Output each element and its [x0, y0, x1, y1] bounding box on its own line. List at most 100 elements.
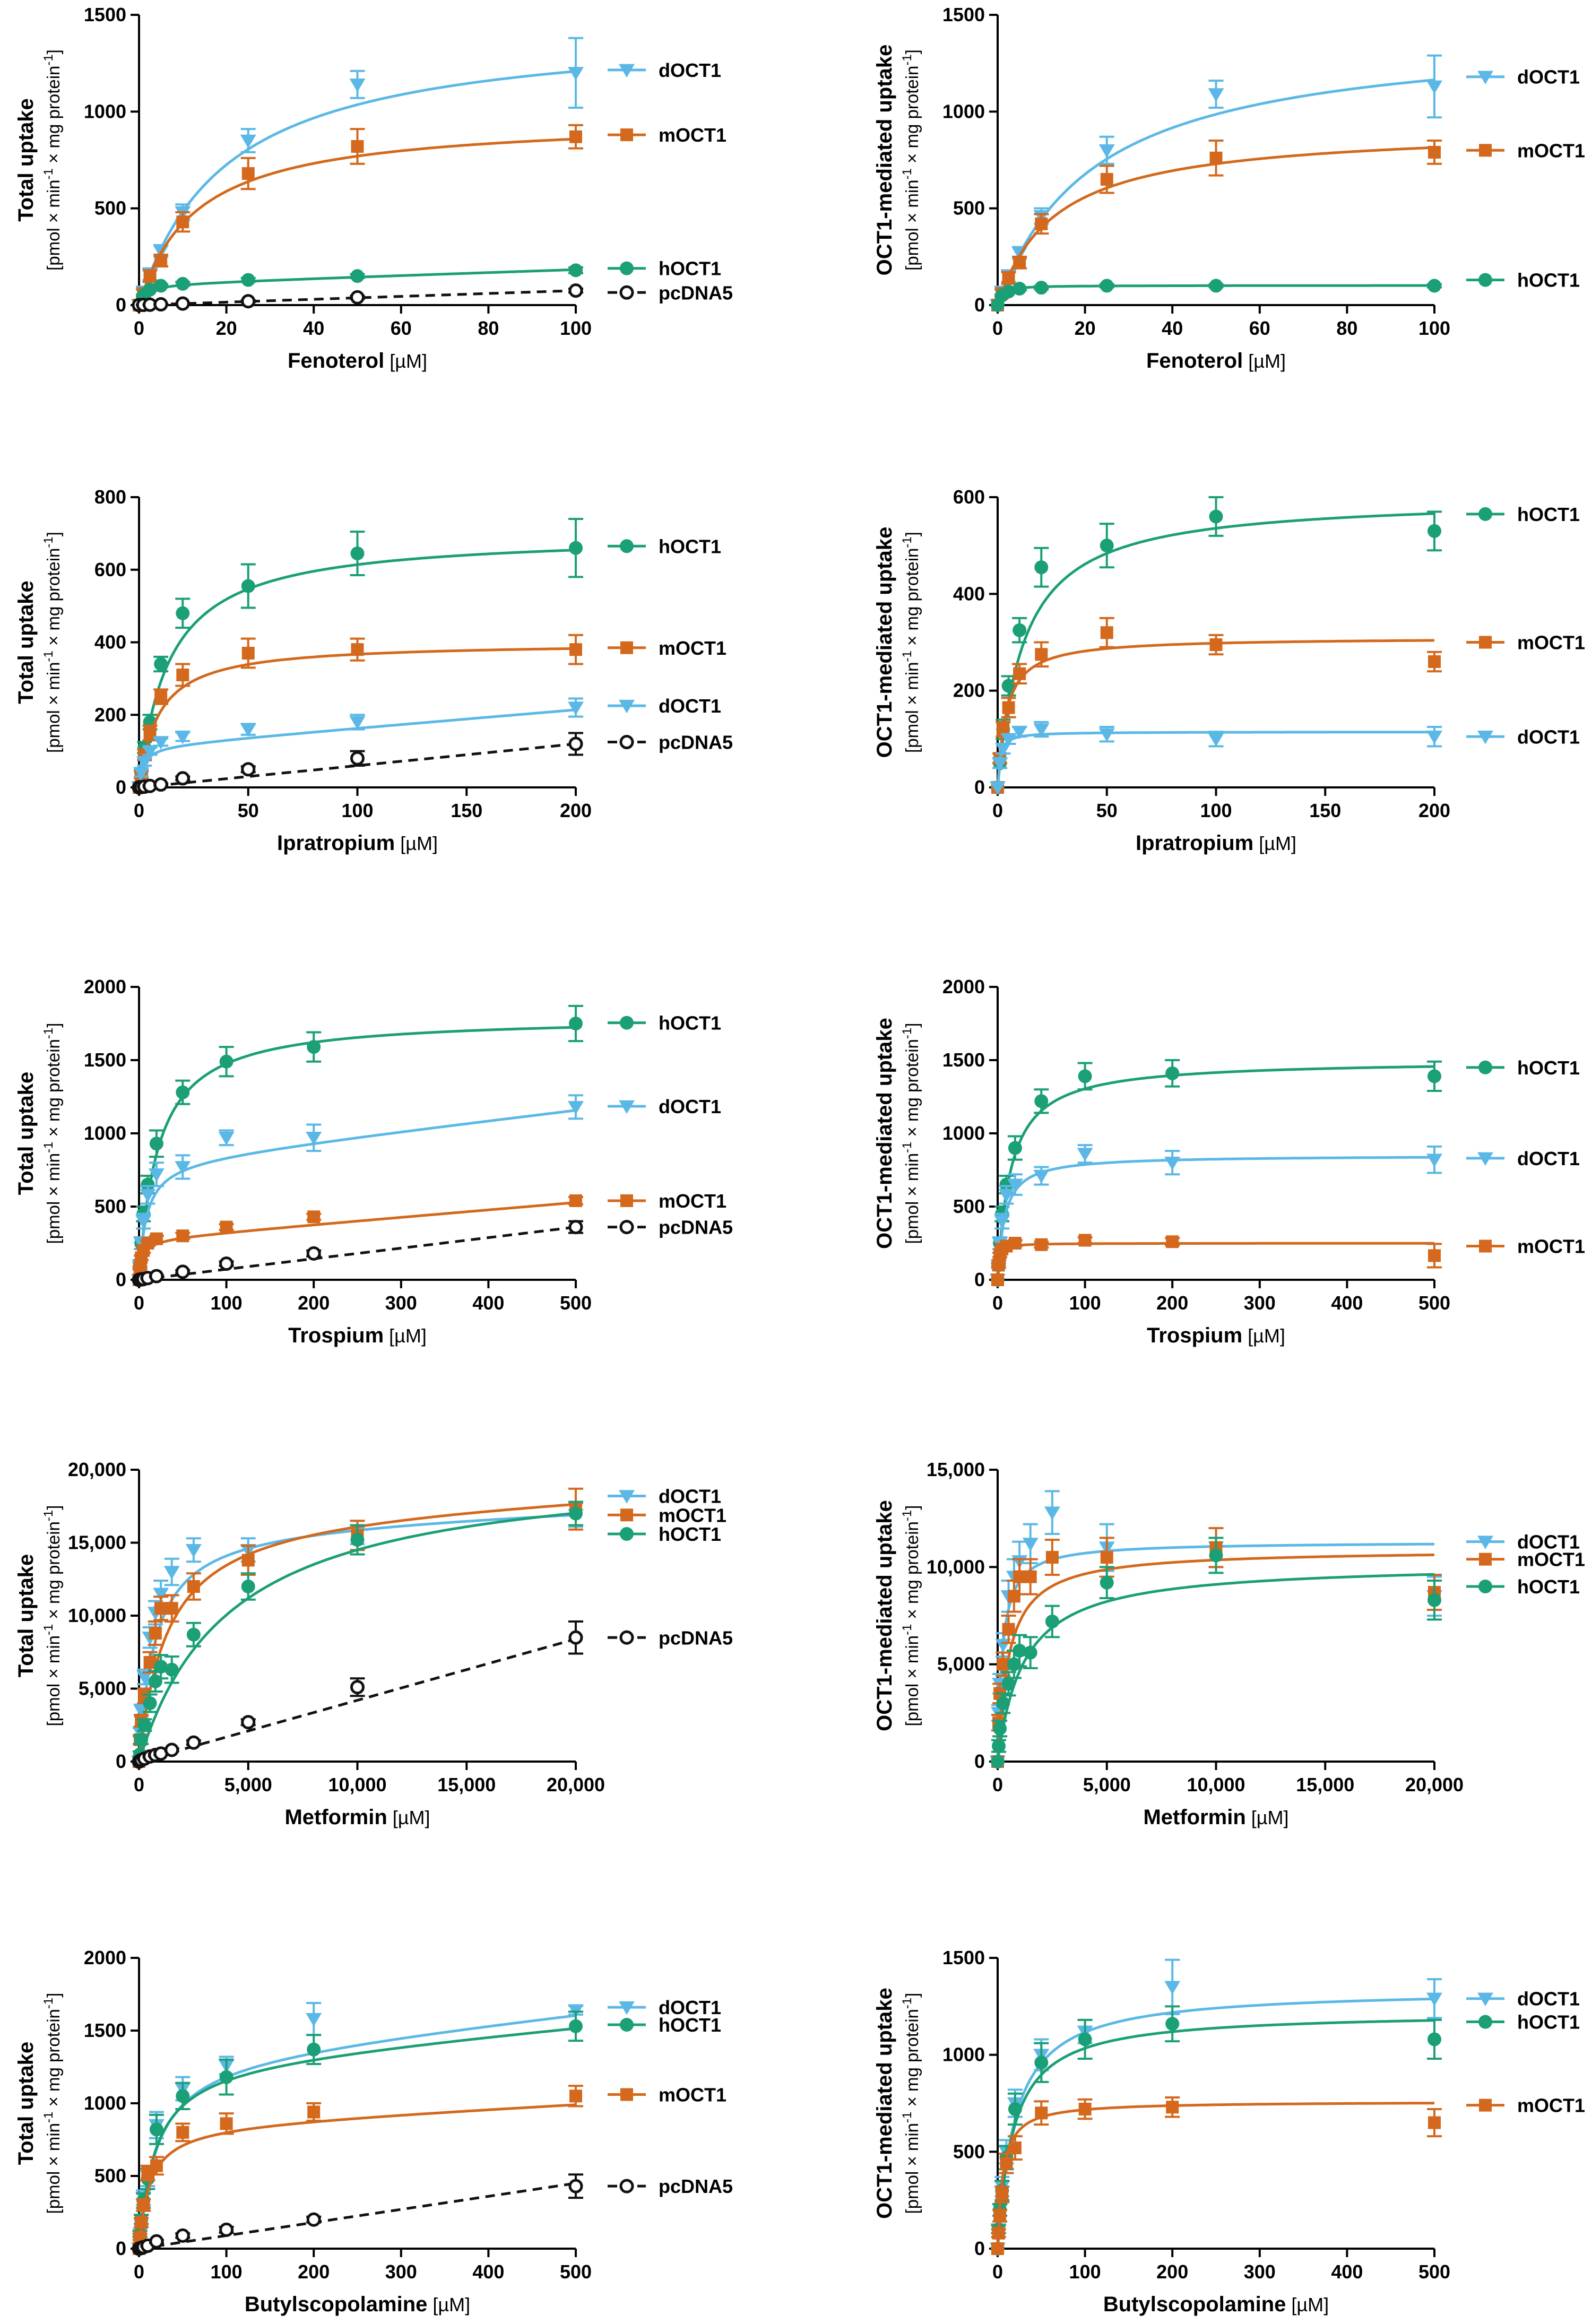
data-point-hOCT1: [241, 273, 255, 287]
data-point-mOCT1: [1035, 2106, 1048, 2120]
data-point-mOCT1: [569, 2089, 582, 2103]
legend-marker: [620, 128, 633, 142]
legend-entry-mOCT1: mOCT1: [1466, 140, 1585, 161]
legend-entry-pcDNA5: pcDNA5: [608, 1627, 733, 1649]
fit-curve-dOCT1: [996, 79, 1435, 306]
legend-entry-mOCT1: mOCT1: [1466, 1236, 1585, 1258]
y-axis-label: OCT1-mediated uptake: [873, 1018, 896, 1249]
data-point-hOCT1: [1209, 1548, 1223, 1563]
x-axis-title: Butylscopolamine: [1103, 2293, 1286, 2316]
data-point-dOCT1: [1033, 723, 1050, 737]
data-point-hOCT1: [176, 276, 190, 291]
series-dOCT1: [990, 54, 1442, 313]
x-axis-unit: [µM]: [384, 1325, 427, 1347]
x-axis-title: Metformin: [284, 1806, 387, 1829]
legend-entry-mOCT1: mOCT1: [608, 637, 726, 659]
x-tick-label: 150: [1309, 800, 1341, 821]
data-point-hOCT1: [1045, 1615, 1059, 1628]
data-point-hOCT1: [1427, 1069, 1441, 1083]
y-tick-label: 500: [94, 197, 126, 219]
legend-label: mOCT1: [1517, 632, 1585, 654]
data-point-mOCT1: [1166, 2101, 1179, 2114]
legend-marker: [620, 1508, 633, 1522]
y-tick-label: 0: [116, 1269, 126, 1290]
data-point-dOCT1: [1426, 731, 1442, 744]
legend-entry-pcDNA5: pcDNA5: [608, 732, 733, 753]
fit-curve-mOCT1: [137, 2103, 576, 2249]
data-point-pcDNA5: [175, 771, 190, 786]
data-point-pcDNA5: [175, 296, 190, 311]
legend-entry-hOCT1: hOCT1: [608, 535, 721, 557]
data-point-mOCT1: [569, 643, 582, 656]
legend-marker: [1478, 507, 1492, 521]
data-point-mOCT1: [176, 2126, 189, 2139]
y-tick-label: 1500: [942, 1947, 985, 1969]
data-point-mOCT1: [176, 669, 189, 682]
data-point-hOCT1: [1165, 2017, 1180, 2031]
legend-entry-dOCT1: dOCT1: [1466, 66, 1580, 88]
x-tick-label: 100: [341, 800, 373, 821]
fit-curve-dOCT1: [137, 70, 576, 306]
data-point-mOCT1: [1078, 2102, 1092, 2115]
y-tick-label: 400: [953, 583, 985, 604]
legend-label: pcDNA5: [659, 732, 733, 753]
data-point-dOCT1: [568, 67, 584, 81]
y-tick-label: 200: [953, 680, 985, 701]
y-tick-label: 1000: [84, 100, 126, 122]
legend-entry-mOCT1: mOCT1: [608, 1190, 726, 1212]
y-tick-label: 2000: [84, 976, 126, 998]
data-point-hOCT1: [137, 1718, 152, 1732]
legend-marker: [620, 2018, 634, 2032]
x-tick-label: 0: [992, 2261, 1003, 2283]
data-point-mOCT1: [351, 643, 364, 656]
data-point-hOCT1: [1100, 539, 1114, 553]
data-point-dOCT1: [140, 1189, 156, 1203]
data-point-dOCT1: [218, 1132, 235, 1146]
legend-entry-mOCT1: mOCT1: [1466, 2095, 1585, 2117]
data-point-hOCT1: [307, 1040, 321, 1054]
x-tick-label: 0: [134, 317, 144, 339]
data-point-mOCT1: [143, 270, 157, 283]
series-pcDNA5: [132, 1220, 583, 1287]
y-tick-label: 500: [94, 2165, 126, 2187]
data-point-hOCT1: [569, 1017, 583, 1030]
data-point-hOCT1: [1001, 1677, 1016, 1691]
data-point-dOCT1: [1022, 1538, 1039, 1551]
y-tick-label: 5,000: [79, 1678, 126, 1699]
legend-label: hOCT1: [659, 1012, 721, 1034]
y-axis-label: OCT1-mediated uptake: [873, 527, 896, 758]
fit-curve-pcDNA5: [139, 1637, 576, 1763]
legend-label: pcDNA5: [659, 1217, 733, 1238]
x-tick-label: 100: [560, 317, 592, 339]
data-point-dOCT1: [1011, 725, 1028, 740]
data-point-dOCT1: [153, 1588, 169, 1601]
legend-marker: [620, 539, 634, 553]
x-tick-label: 20,000: [547, 1774, 605, 1796]
data-point-pcDNA5: [568, 736, 583, 751]
data-point-mOCT1: [569, 1194, 582, 1207]
data-point-pcDNA5: [241, 1715, 256, 1730]
data-point-pcDNA5: [568, 2179, 583, 2193]
data-point-mOCT1: [1428, 655, 1441, 668]
legend-label: hOCT1: [659, 535, 721, 557]
legend-label: dOCT1: [659, 1096, 721, 1117]
data-point-mOCT1: [1002, 271, 1015, 284]
x-tick-label: 400: [472, 1292, 504, 1314]
y-tick-label: 1500: [942, 4, 985, 25]
x-axis-unit: [µM]: [1286, 2294, 1329, 2316]
y-axis-label: Total uptake: [14, 2042, 38, 2165]
y-tick-label: 500: [953, 2140, 985, 2162]
data-point-dOCT1: [990, 781, 1006, 795]
x-tick-label: 200: [298, 2261, 330, 2283]
data-point-hOCT1: [219, 1054, 233, 1069]
data-point-hOCT1: [143, 1696, 157, 1710]
data-point-dOCT1: [148, 1168, 165, 1182]
legend-marker: [620, 2088, 633, 2101]
x-tick-label: 0: [134, 2261, 144, 2283]
x-tick-label: 300: [385, 1292, 417, 1314]
legend-label: hOCT1: [659, 2014, 721, 2036]
chart-panel-fen-oct1: 0 500 1000 1500 0 20 40 60 80 100 Fenoterol [µM] OC…: [873, 4, 1585, 372]
x-tick-label: 400: [1331, 2261, 1363, 2283]
data-point-dOCT1: [136, 756, 153, 770]
